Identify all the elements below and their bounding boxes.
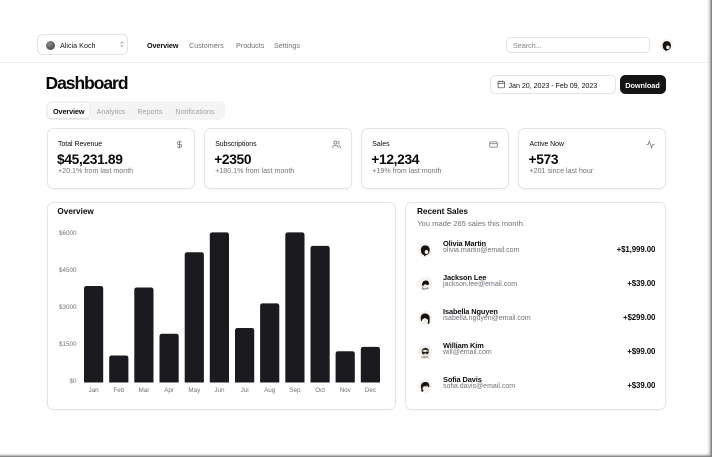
svg-text:Feb: Feb <box>113 387 124 394</box>
svg-text:May: May <box>188 387 201 394</box>
svg-text:Aug: Aug <box>264 387 276 394</box>
svg-text:Jul: Jul <box>240 387 248 394</box>
svg-text:Dec: Dec <box>364 387 375 394</box>
svg-text:$4500: $4500 <box>58 267 76 274</box>
svg-text:$3000: $3000 <box>58 304 76 311</box>
svg-text:Jun: Jun <box>214 387 225 394</box>
svg-text:$1500: $1500 <box>58 341 76 348</box>
svg-text:Nov: Nov <box>339 387 351 394</box>
svg-text:Oct: Oct <box>315 387 325 394</box>
svg-text:$6000: $6000 <box>58 230 76 237</box>
svg-text:Mar: Mar <box>138 387 149 394</box>
svg-text:Jan: Jan <box>88 387 99 394</box>
svg-text:Apr: Apr <box>164 387 174 394</box>
svg-text:Sep: Sep <box>289 387 301 394</box>
svg-text:$0: $0 <box>69 378 77 385</box>
